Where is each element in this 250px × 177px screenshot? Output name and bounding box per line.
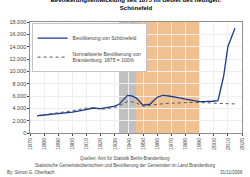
svg-text:10.000: 10.000	[9, 68, 26, 74]
svg-text:16.000: 16.000	[9, 31, 26, 37]
svg-text:6.000: 6.000	[13, 93, 27, 99]
svg-text:1960: 1960	[154, 138, 160, 150]
svg-text:1940: 1940	[126, 138, 132, 150]
svg-text:31/11/2009: 31/11/2009	[220, 170, 243, 175]
svg-text:Statistische Gemeindeübersicht: Statistische Gemeindeübersichten und Bev…	[35, 163, 216, 168]
svg-text:2000: 2000	[211, 138, 217, 150]
svg-text:8.000: 8.000	[13, 81, 27, 87]
svg-text:1980: 1980	[182, 138, 188, 150]
svg-text:Bevölkerungsentwicklung seit 1: Bevölkerungsentwicklung seit 1875 im Geb…	[50, 0, 221, 11]
svg-text:1890: 1890	[55, 138, 61, 150]
svg-text:1970: 1970	[168, 138, 174, 150]
svg-text:1990: 1990	[196, 138, 202, 150]
svg-text:Quellen: Amt für Statistik Ber: Quellen: Amt für Statistik Berlin-Brande…	[80, 156, 170, 161]
svg-text:14.000: 14.000	[9, 44, 26, 50]
svg-text:1870: 1870	[27, 138, 33, 150]
svg-text:1930: 1930	[112, 138, 118, 150]
svg-text:1920: 1920	[97, 138, 103, 150]
svg-text:0: 0	[23, 130, 26, 136]
svg-text:1950: 1950	[140, 138, 146, 150]
svg-text:1900: 1900	[69, 138, 75, 150]
svg-text:2.000: 2.000	[13, 118, 27, 124]
svg-text:1880: 1880	[41, 138, 47, 150]
svg-text:18.000: 18.000	[9, 19, 26, 25]
svg-text:1910: 1910	[83, 138, 89, 150]
svg-text:Bevölkerung von Schönefeld: Bevölkerung von Schönefeld	[73, 35, 137, 41]
svg-text:12.000: 12.000	[9, 56, 26, 62]
svg-text:By: Simon G. Oberbach: By: Simon G. Oberbach	[7, 170, 55, 175]
svg-text:2020: 2020	[239, 138, 245, 150]
svg-text:2010: 2010	[225, 138, 231, 150]
svg-text:Normalisierte Bevölkerung vonB: Normalisierte Bevölkerung vonBrandenburg…	[73, 51, 141, 64]
svg-text:4.000: 4.000	[13, 105, 27, 111]
